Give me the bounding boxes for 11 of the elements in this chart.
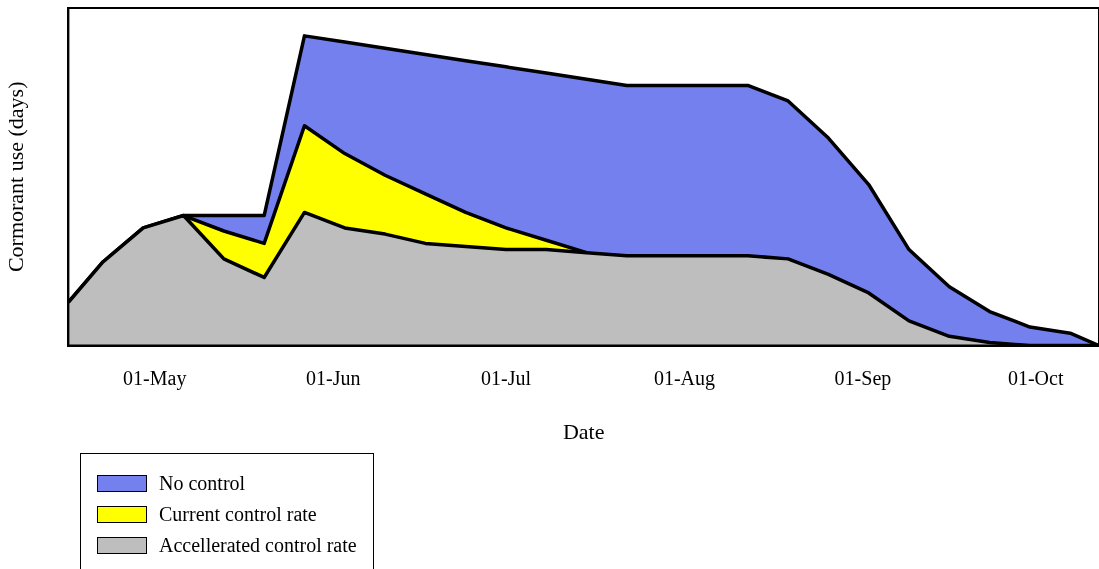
- y-axis-title: Cormorant use (days): [2, 81, 28, 273]
- x-tick-label: 01-May: [123, 366, 187, 390]
- x-tick-label: 01-Oct: [1007, 366, 1064, 389]
- x-tick-label: 01-Jul: [480, 366, 532, 389]
- x-tick-label: 01-Sep: [834, 366, 892, 390]
- legend-label: Current control rate: [159, 503, 317, 526]
- legend-label: No control: [159, 472, 246, 495]
- x-tick-label: 01-Jun: [306, 366, 361, 389]
- x-tick-label: 01-Aug: [653, 366, 716, 390]
- legend-label: Accellerated control rate: [159, 534, 357, 557]
- x-axis-title: Date: [562, 418, 605, 444]
